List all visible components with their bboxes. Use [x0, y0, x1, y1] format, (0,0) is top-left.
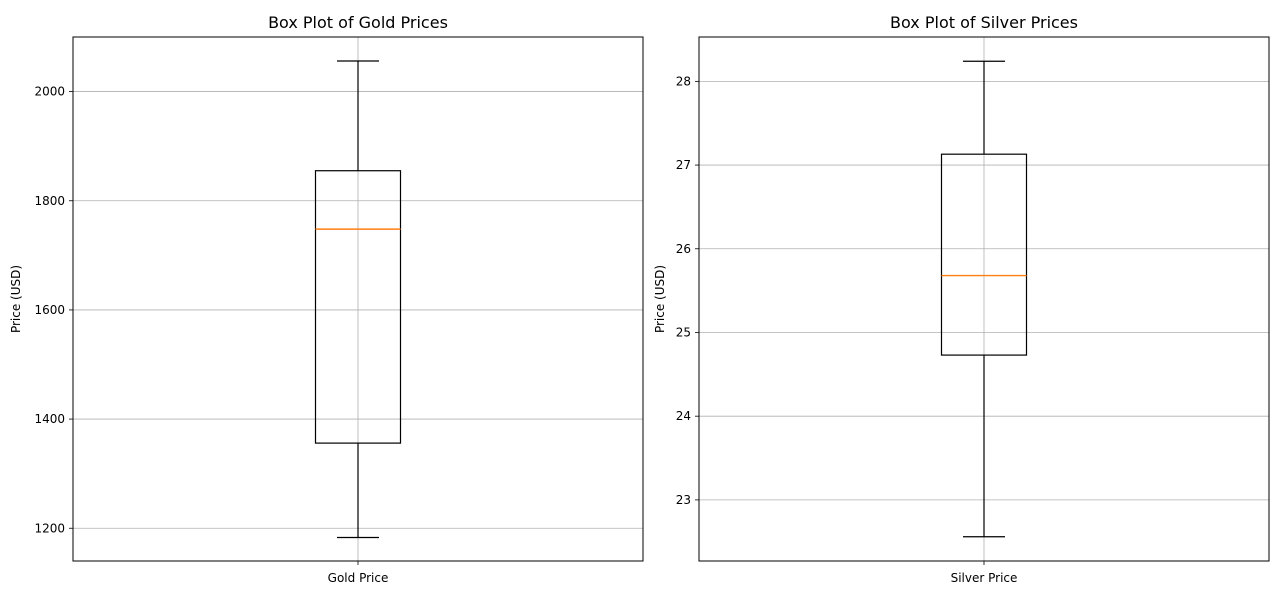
silver-chart-title: Box Plot of Silver Prices — [890, 13, 1078, 32]
silver-box — [940, 153, 1028, 356]
gold-panel: Box Plot of Gold Prices Price (USD) 1200… — [9, 13, 644, 585]
gold-y-axis-label: Price (USD) — [9, 265, 23, 333]
gold-y-tick-label: 1400 — [34, 412, 65, 426]
silver-panel: Box Plot of Silver Prices Price (USD) 23… — [653, 13, 1270, 585]
gold-y-tick-label: 1200 — [34, 521, 65, 535]
silver-y-tick-label: 27 — [676, 158, 691, 172]
gold-x-tick-label: Gold Price — [328, 571, 389, 585]
gold-y-tick-label: 1600 — [34, 303, 65, 317]
gold-y-tick-label: 1800 — [34, 194, 65, 208]
silver-y-tick-label: 23 — [676, 493, 691, 507]
silver-plot-area: 23 24 25 26 27 28 — [676, 36, 1270, 565]
silver-y-tick-label: 26 — [676, 242, 691, 256]
gold-box — [314, 170, 402, 444]
silver-y-tick-label: 24 — [676, 409, 691, 423]
gold-chart-title: Box Plot of Gold Prices — [268, 13, 448, 32]
silver-y-tick-label: 28 — [676, 74, 691, 88]
gold-plot-area: 1200 1400 1600 1800 2000 — [34, 36, 644, 565]
silver-x-tick-label: Silver Price — [951, 571, 1018, 585]
gold-y-tick-label: 2000 — [34, 85, 65, 99]
silver-y-tick-label: 25 — [676, 325, 691, 339]
gold-axes-frame — [72, 36, 644, 562]
silver-y-axis-label: Price (USD) — [653, 265, 667, 333]
silver-axes-frame — [698, 36, 1270, 562]
